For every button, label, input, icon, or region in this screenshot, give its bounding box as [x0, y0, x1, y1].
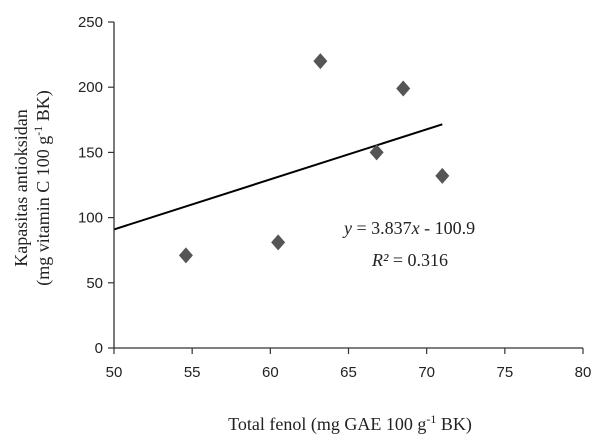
r-squared-label: R² = 0.316 [371, 250, 448, 270]
y-tick-label: 150 [78, 144, 103, 161]
y-tick-label: 200 [78, 79, 103, 96]
y-axis-title-line2: (mg vitamin C 100 g-1 BK) [31, 90, 54, 286]
x-axis-title-sup: -1 [426, 412, 436, 426]
plot-area [113, 53, 450, 264]
x-tick-label: 70 [418, 364, 435, 381]
y-axis-title-line2-end: BK) [33, 90, 54, 126]
data-point-diamond [313, 53, 328, 70]
regression-equation: y = 3.837x - 100.9 [342, 218, 475, 238]
x-axis-ticks: 50 55 60 65 70 75 80 [106, 348, 592, 381]
x-tick-label: 75 [496, 364, 513, 381]
y-tick-label: 100 [78, 210, 103, 227]
equation-intercept: - 100.9 [420, 218, 476, 238]
x-tick-label: 80 [575, 364, 592, 381]
data-point-diamond [435, 167, 450, 184]
x-tick-label: 60 [262, 364, 279, 381]
r-squared-value: = 0.316 [388, 250, 448, 270]
x-axis-title-end: BK) [436, 414, 472, 435]
data-point-diamond [178, 247, 193, 264]
x-tick-label: 50 [106, 364, 123, 381]
trendline [113, 123, 443, 231]
x-tick-label: 55 [184, 364, 201, 381]
data-point-diamond [271, 234, 286, 251]
x-axis-title-main: Total fenol (mg GAE 100 g [228, 414, 426, 435]
data-point-diamond [396, 80, 411, 97]
y-axis-title-line2-main: (mg vitamin C 100 g [33, 136, 54, 286]
y-axis-title-line1: Kapasitas antioksidan [11, 109, 31, 266]
r-squared-symbol: R² [371, 250, 389, 270]
y-axis-ticks: 0 50 100 150 200 250 [78, 14, 114, 357]
y-tick-label: 250 [78, 14, 103, 31]
equation-y-var: y [342, 218, 352, 238]
equation-x-var: x [411, 218, 420, 238]
y-tick-label: 0 [95, 340, 103, 357]
y-tick-label: 50 [86, 275, 103, 292]
y-axis-title-line2-sup: -1 [31, 126, 45, 136]
y-axis-title: Kapasitas antioksidan (mg vitamin C 100 … [11, 90, 54, 286]
x-tick-label: 65 [340, 364, 357, 381]
x-axis-title: Total fenol (mg GAE 100 g-1 BK) [228, 412, 472, 435]
equation-slope: = 3.837 [352, 218, 412, 238]
data-point-diamond [369, 144, 384, 161]
